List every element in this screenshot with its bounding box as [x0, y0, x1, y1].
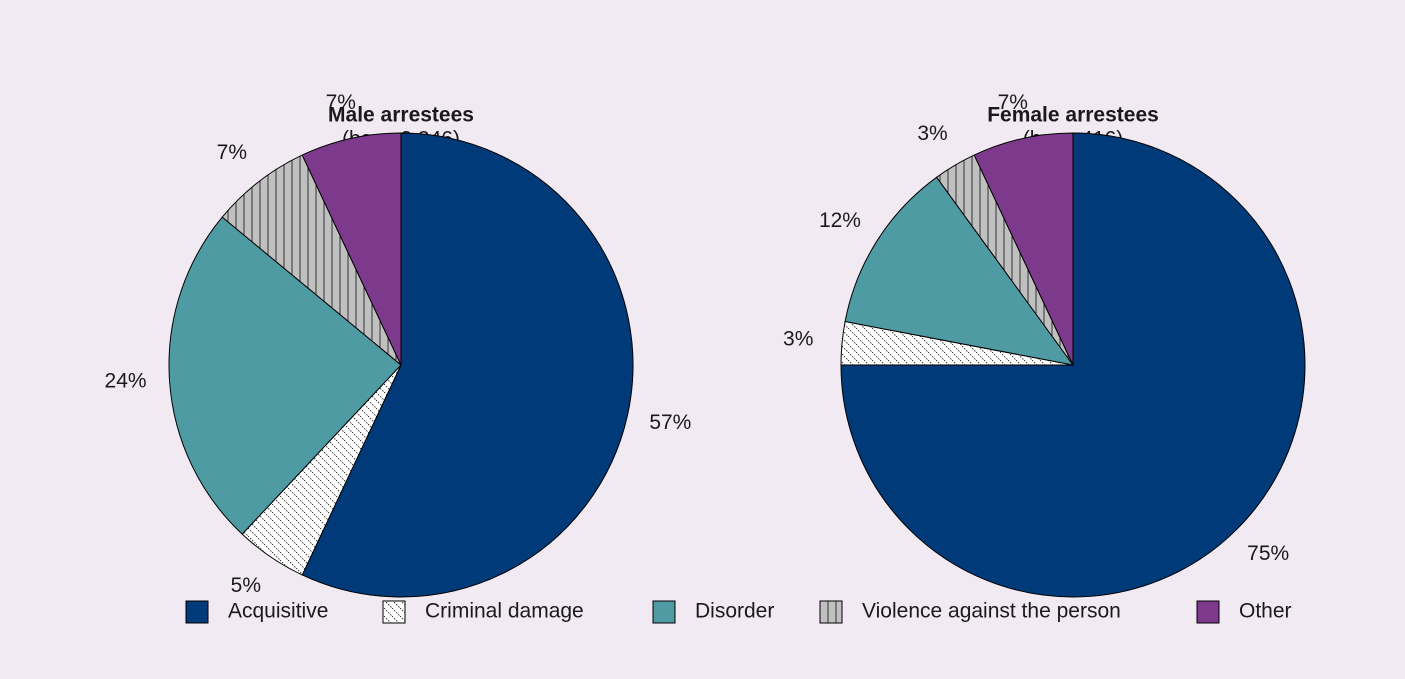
data-label: 5%: [231, 574, 261, 597]
legend-swatch: [652, 600, 676, 624]
legend-label: Criminal damage: [425, 600, 584, 623]
legend-swatch: [819, 600, 843, 624]
legend-swatch: [1196, 600, 1220, 624]
legend-swatch: [382, 600, 406, 624]
pie-slice: [301, 132, 634, 598]
data-label: 7%: [998, 91, 1028, 114]
data-label: 3%: [783, 327, 813, 350]
legend-label: Acquisitive: [228, 600, 328, 623]
legend-label: Other: [1239, 600, 1292, 623]
data-label: 7%: [217, 141, 247, 164]
pie-slice: [221, 154, 402, 366]
data-label: 12%: [819, 209, 861, 232]
chart-title: Male arrestees: [328, 104, 474, 127]
data-label: 24%: [105, 369, 147, 392]
legend-swatch: [185, 600, 209, 624]
pie-slice: [168, 216, 402, 535]
pie-slice: [973, 132, 1074, 366]
data-label: 75%: [1247, 542, 1289, 565]
data-label: 3%: [917, 122, 947, 145]
legend-label: Disorder: [695, 600, 774, 623]
pie-slice: [844, 176, 1075, 366]
data-label: 7%: [326, 91, 356, 114]
legend-label: Violence against the person: [862, 600, 1121, 623]
pie-slice: [301, 132, 402, 366]
chart-title: Female arrestees: [987, 104, 1159, 127]
data-label: 57%: [649, 411, 691, 434]
